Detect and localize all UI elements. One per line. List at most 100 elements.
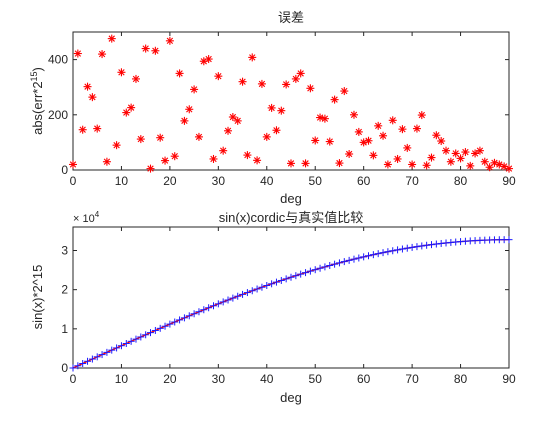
- cordic-point: [297, 270, 305, 278]
- error-point: [335, 159, 344, 168]
- error-point: [78, 125, 87, 134]
- cordic-point: [360, 253, 368, 261]
- sin-xtick-label: 0: [70, 372, 77, 386]
- sin-xtick-label: 80: [454, 372, 468, 386]
- cordic-point: [161, 322, 169, 330]
- cordic-point: [147, 329, 155, 337]
- error-point: [219, 146, 228, 155]
- cordic-point: [437, 239, 445, 247]
- cordic-point: [355, 254, 363, 262]
- error-point: [282, 80, 291, 89]
- cordic-point: [282, 275, 290, 283]
- cordic-point: [103, 348, 111, 356]
- cordic-point: [505, 236, 513, 244]
- error-point: [257, 79, 266, 88]
- cordic-point: [374, 250, 382, 258]
- error-point: [475, 146, 484, 155]
- cordic-point: [243, 289, 251, 297]
- cordic-point: [142, 331, 150, 339]
- cordic-point: [195, 308, 203, 316]
- sin-xlabel: deg: [280, 390, 302, 405]
- sin-xtick-label: 40: [260, 372, 274, 386]
- error-point: [69, 160, 77, 169]
- sin-xtick-label: 70: [405, 372, 419, 386]
- cordic-point: [287, 273, 295, 281]
- error-point: [456, 154, 465, 163]
- error-point: [437, 137, 446, 146]
- sin-xtick-label: 60: [357, 372, 371, 386]
- cordic-point: [268, 280, 276, 288]
- cordic-point: [224, 296, 232, 304]
- error-xtick-label: 70: [405, 174, 419, 188]
- error-point: [369, 151, 378, 160]
- error-point: [311, 136, 320, 145]
- cordic-point: [239, 290, 247, 298]
- error-point: [141, 44, 150, 53]
- error-scatter-points: [69, 34, 513, 173]
- error-point: [165, 36, 174, 45]
- cordic-plus-markers: [69, 236, 513, 372]
- error-point: [446, 157, 455, 166]
- cordic-point: [365, 252, 373, 260]
- error-point: [408, 160, 417, 169]
- error-point: [73, 49, 82, 58]
- cordic-point: [326, 262, 334, 270]
- error-point: [480, 157, 489, 166]
- cordic-point: [98, 351, 106, 359]
- error-point: [248, 53, 257, 62]
- cordic-point: [331, 260, 339, 268]
- cordic-point: [219, 298, 227, 306]
- cordic-point: [229, 294, 237, 302]
- error-point: [131, 74, 140, 83]
- cordic-point: [176, 316, 184, 324]
- sin-axes-box: [72, 226, 510, 369]
- cordic-point: [302, 269, 310, 277]
- error-point: [442, 146, 451, 155]
- error-xtick-label: 80: [454, 174, 468, 188]
- sin-axes: 0 10 20 30 40 50 60 70 80 90 0 1 2 3 sin(x)cordic与真实值…: [30, 210, 516, 405]
- cordic-point: [108, 346, 116, 354]
- error-ytick-label: 0: [61, 163, 68, 177]
- error-xtick-label: 60: [357, 174, 371, 188]
- error-point: [354, 127, 363, 136]
- error-point: [296, 69, 305, 78]
- error-point: [432, 131, 441, 140]
- error-point: [204, 55, 213, 64]
- cordic-point: [384, 248, 392, 256]
- sin-ylabel: sin(x)*2^15: [30, 265, 45, 330]
- error-axes: 0 10 20 30 40 50 60 70 80 90 0 200 400 误差 deg abs(er…: [29, 10, 516, 206]
- cordic-point: [151, 326, 159, 334]
- cordic-point: [205, 304, 213, 312]
- error-ytick-label: 400: [48, 53, 68, 67]
- error-ylabel-exp: 15: [29, 71, 39, 81]
- error-point: [403, 143, 412, 152]
- error-point: [180, 116, 189, 125]
- error-point: [291, 74, 300, 83]
- error-point: [170, 152, 179, 161]
- cordic-point: [166, 320, 174, 328]
- cordic-point: [253, 285, 261, 293]
- cordic-point: [234, 292, 242, 300]
- sin-ytick-label: 0: [61, 361, 68, 375]
- error-point: [209, 154, 218, 163]
- cordic-point: [79, 360, 87, 368]
- error-point: [83, 82, 92, 91]
- error-ylabel-close: ): [30, 67, 45, 71]
- cordic-point: [277, 276, 285, 284]
- error-point: [316, 113, 325, 122]
- error-xtick-label: 10: [115, 174, 129, 188]
- sin-y-exponent-base: × 10: [73, 213, 95, 225]
- cordic-point: [84, 357, 92, 365]
- error-point: [107, 34, 116, 43]
- sin-ytick-label: 3: [61, 244, 68, 258]
- error-point: [287, 159, 295, 168]
- cordic-point: [321, 263, 329, 271]
- error-point: [272, 126, 281, 135]
- sin-ytick-label: 2: [61, 283, 68, 297]
- cordic-point: [394, 246, 402, 254]
- sin-xtick-label: 30: [212, 372, 226, 386]
- sin-ytick-label: 1: [61, 322, 68, 336]
- error-point: [98, 50, 107, 59]
- error-point: [277, 106, 286, 115]
